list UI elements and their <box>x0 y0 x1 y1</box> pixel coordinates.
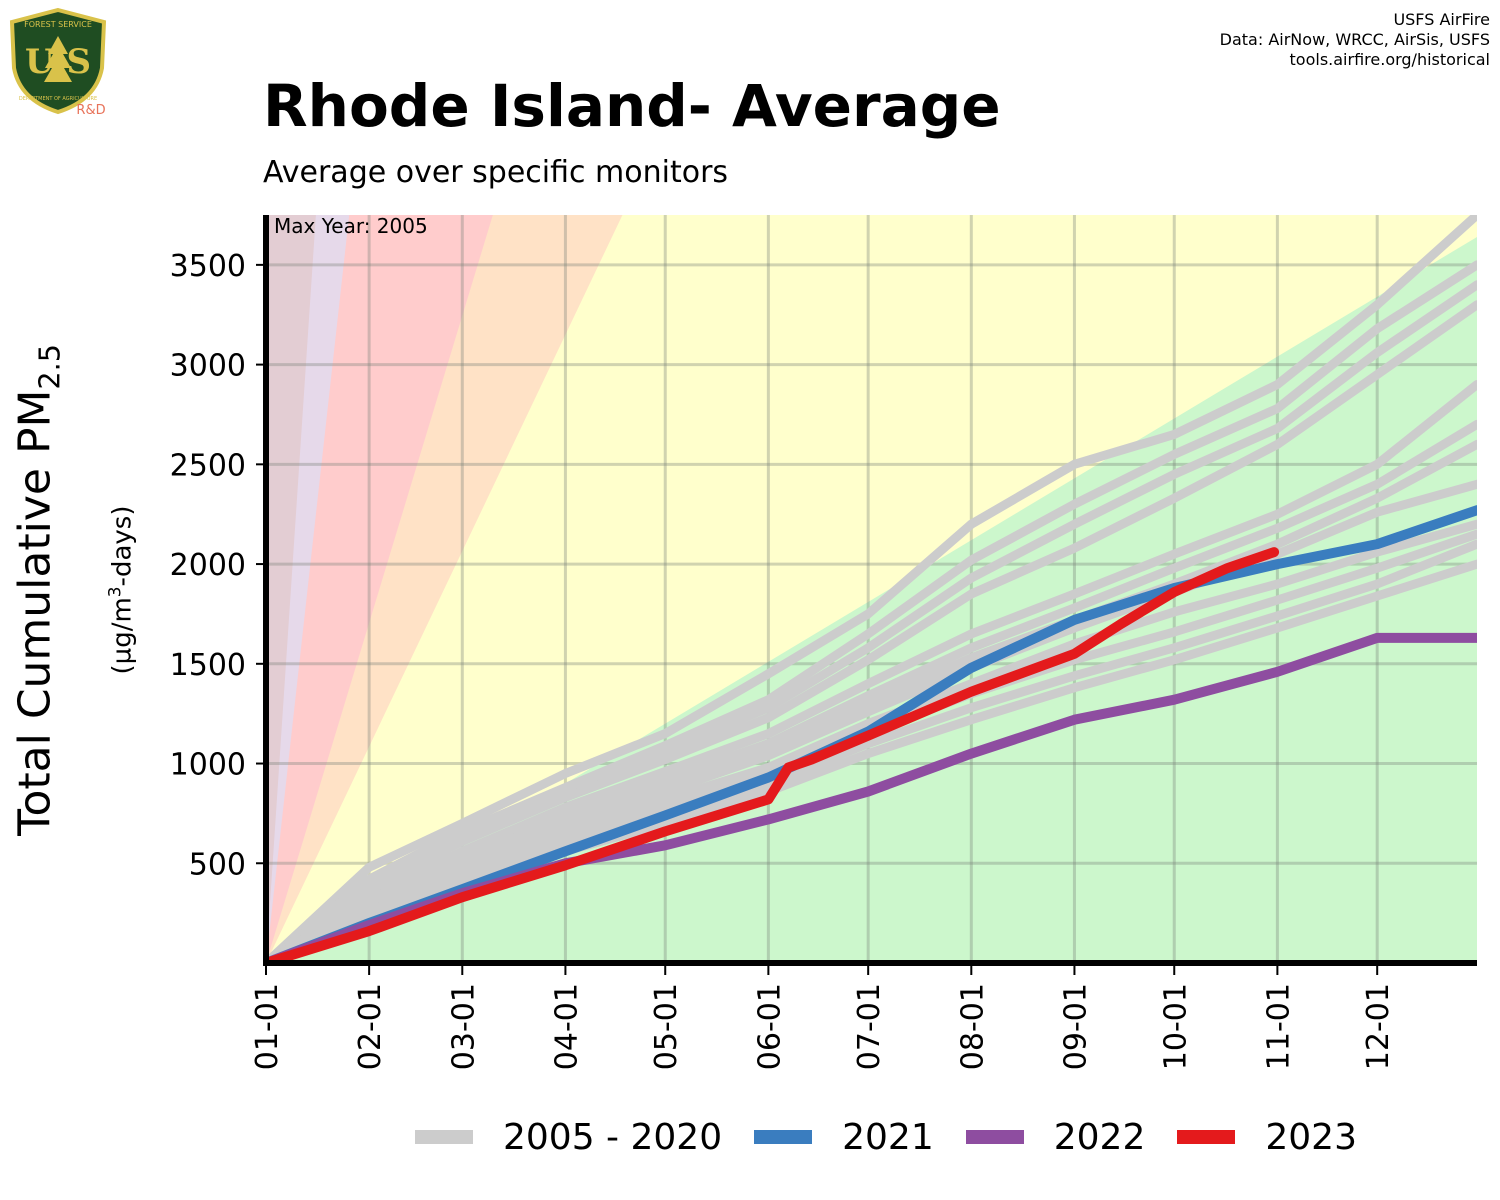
credit-line: tools.airfire.org/historical <box>1289 50 1490 69</box>
x-tick-label: 04-01 <box>549 983 584 1070</box>
series-line-2023 <box>266 547 1280 963</box>
x-tick-label: 08-01 <box>955 983 990 1070</box>
x-tick-label: 02-01 <box>353 983 388 1070</box>
legend-label: 2005 - 2020 <box>503 1116 723 1158</box>
x-tick-label: 03-01 <box>446 983 481 1070</box>
logo-badge: R&D <box>76 103 105 118</box>
legend-label: 2023 <box>1265 1116 1357 1158</box>
forest-service-logo: FOREST SERVICE U S DEPARTMENT OF AGRICUL… <box>8 7 108 118</box>
x-tick-label: 10-01 <box>1158 983 1193 1070</box>
y-tick-label: 1500 <box>170 648 246 683</box>
legend-label: 2021 <box>842 1116 934 1158</box>
x-tick-label: 09-01 <box>1058 983 1093 1070</box>
historical-series-line <box>266 519 1477 963</box>
y-tick-label: 3500 <box>170 249 246 284</box>
legend-item: 2021 <box>754 1117 934 1158</box>
max-year-annotation: Max Year: 2005 <box>274 214 428 238</box>
y-tick-label: 500 <box>189 847 246 882</box>
legend-item: 2005 - 2020 <box>415 1117 722 1158</box>
legend-item: 2022 <box>965 1116 1146 1158</box>
x-tick-label: 01-01 <box>250 983 285 1070</box>
shield-icon: FOREST SERVICE U S DEPARTMENT OF AGRICUL… <box>9 7 107 118</box>
y-tick-label: 2000 <box>170 548 246 583</box>
legend-swatch <box>1177 1130 1236 1144</box>
x-tick-label: 06-01 <box>752 983 787 1070</box>
cumulative-pm-chart: 500 1000 1500 2000 2500 3000 3500 01-01 02-01 03-… <box>170 214 1477 1070</box>
logo-bottom-text: DEPARTMENT OF AGRICULTURE <box>19 96 97 102</box>
legend-swatch <box>754 1130 813 1144</box>
legend: 2005 - 2020 2021 2022 2023 <box>415 1112 1389 1162</box>
logo-top-text: FOREST SERVICE <box>24 20 92 29</box>
credit-line: USFS AirFire <box>1393 10 1490 29</box>
chart-title: Rhode Island- Average <box>263 72 1001 140</box>
credits: USFS AirFire Data: AirNow, WRCC, AirSis,… <box>1220 10 1490 70</box>
x-tick-label: 07-01 <box>852 983 887 1070</box>
y-tick-label: 2500 <box>170 448 246 483</box>
x-tick-label: 05-01 <box>649 983 684 1070</box>
y-tick-label: 1000 <box>170 748 246 783</box>
legend-label: 2022 <box>1053 1116 1146 1158</box>
historical-series-line <box>266 215 1477 963</box>
x-tick-label: 12-01 <box>1361 983 1396 1070</box>
historical-series-line <box>266 300 1477 963</box>
tree-icon <box>44 36 72 82</box>
chart-subtitle: Average over specific monitors <box>263 155 729 190</box>
x-tick-label: 11-01 <box>1261 983 1296 1070</box>
credit-line: Data: AirNow, WRCC, AirSis, USFS <box>1219 30 1490 49</box>
legend-item: 2023 <box>1177 1117 1357 1158</box>
y-tick-label: 3000 <box>170 349 246 384</box>
historical-series-line <box>266 280 1477 963</box>
historical-series-line <box>266 559 1477 963</box>
legend-swatch <box>415 1130 473 1144</box>
legend-swatch <box>965 1130 1024 1144</box>
